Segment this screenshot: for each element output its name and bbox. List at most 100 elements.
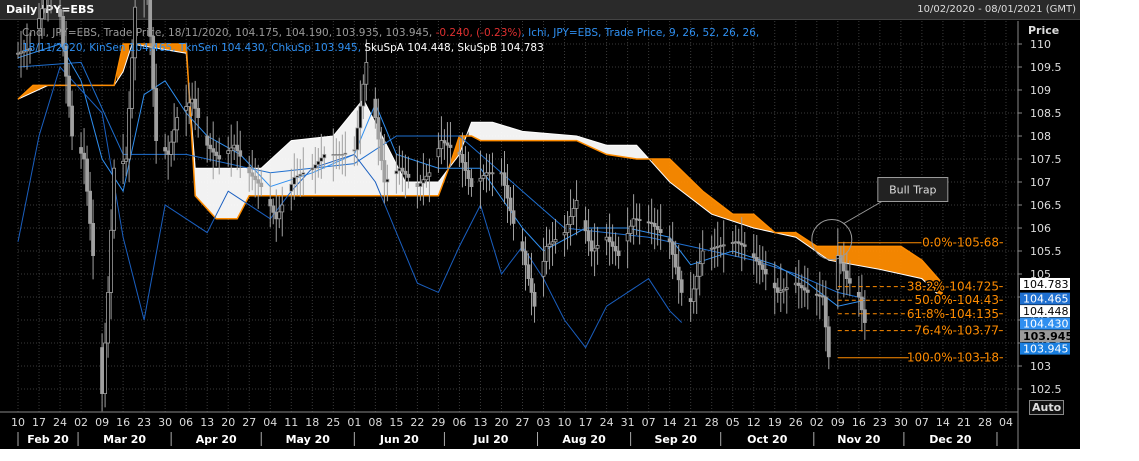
month-label: Feb 20 [27,433,69,446]
candle-body [226,150,231,154]
x-tick-label: 04 [263,416,277,429]
fib-level-label: 38.2%-104.725 [907,280,999,294]
bull-trap-box [877,177,949,202]
candle-body [85,158,89,192]
candle-body [655,226,660,230]
bull-trap-label: Bull Trap [889,184,936,197]
auto-scale-button[interactable]: Auto [1029,400,1065,415]
candle-body [712,246,717,249]
x-tick-label: 14 [936,416,950,429]
candle-body [322,153,327,159]
month-label: Apr 20 [196,433,237,446]
candle-body [526,264,531,279]
candle-body [616,250,621,256]
month-label: Jul 20 [473,433,509,446]
candle-body [334,153,339,156]
candle-body [301,172,306,175]
fib-level-label: 76.4%-103.77 [915,324,999,338]
y-tick-label: 106 [1030,222,1051,235]
x-tick-label: 19 [768,416,782,429]
candle-body [271,205,276,213]
x-tick-label: 22 [410,416,424,429]
candle-body [436,148,441,158]
chart-title: Daily JPY=EBS [6,3,95,16]
candle-body [88,190,92,224]
candle-body [91,222,95,256]
candle-body [58,9,62,17]
candle-body [250,172,255,177]
x-tick-label: 07 [642,416,656,429]
fib-level-label: 0.0%-105.68 [922,236,999,250]
x-tick-label: 20 [221,416,235,429]
candle-body [163,147,168,152]
candle-body [817,294,822,297]
x-tick-label: 20 [494,416,508,429]
candle-body [637,219,642,221]
price-badge [1020,277,1070,290]
x-tick-label: 21 [957,416,971,429]
x-tick-label: 24 [53,416,67,429]
x-tick-label: 31 [621,416,635,429]
x-tick-label: 09 [95,416,109,429]
candle-body [274,211,279,220]
candle-body [688,298,693,302]
legend-segment: , Ichi, JPY=EBS, Trade Price, 9, 26, 52,… [521,27,760,39]
candle-body [277,211,282,220]
candle-body [124,158,129,162]
candle-body [736,241,741,244]
month-label: Jun 20 [379,433,419,446]
candle-body [64,45,68,77]
candle-body [571,208,576,217]
x-tick-label: 18 [305,416,319,429]
candle-body [772,282,777,289]
x-tick-label: 08 [368,416,382,429]
legend-segment: -0.240, (-0.23%) [435,27,522,39]
legend-line-2: 18/11/2020, KinSen 104.465, TknSen 104.4… [22,41,759,56]
candle-body [550,241,555,245]
candle-body [337,153,342,156]
x-tick-label: 02 [810,416,824,429]
candle-body [268,199,273,207]
month-label: Mar 20 [103,433,146,446]
candle-body [631,218,636,227]
candle-body [721,244,726,247]
candle-body [340,153,345,156]
x-tick-label: 16 [852,416,866,429]
candle-body [751,253,756,258]
candle-body [691,288,696,303]
x-tick-label: 25 [326,416,340,429]
candle-body [604,236,609,241]
candle-body [103,342,107,394]
candle-body [439,140,444,150]
candle-body [172,129,177,143]
candle-body [130,57,135,109]
x-tick-label: 28 [978,416,992,429]
candle-body [355,127,360,151]
candle-body [730,242,735,244]
candle-body [634,218,639,221]
candle-body [121,160,126,165]
candle-body [148,0,153,37]
candle-body [442,140,447,144]
candle-body [331,153,336,156]
candle-body [625,233,630,242]
fib-level-label: 50.0%-104.43 [915,293,999,307]
candle-body [649,222,654,225]
candle-body [127,108,132,160]
x-tick-label: 17 [32,416,46,429]
x-tick-label: 15 [389,416,403,429]
candle-body [229,147,234,152]
candle-body [43,0,47,10]
candle-body [190,98,195,104]
chart-window[interactable]: Daily JPY=EBS 10/02/2020 - 08/01/2021 (G… [0,0,1080,449]
x-tick-label: 23 [137,416,151,429]
candle-body [763,268,768,275]
candle-body [316,160,321,166]
candle-body [313,164,318,169]
candle-body [211,148,216,153]
legend-segment: SkuSpA 104.448, SkuSpB 104.783 [364,42,544,54]
x-tick-label: 11 [284,416,298,429]
chart-plot[interactable]: 0.0%-105.68 38.2%-104.72550.0%-104.4361.8… [0,0,1080,449]
candle-body [547,243,552,247]
candle-body [592,247,597,252]
